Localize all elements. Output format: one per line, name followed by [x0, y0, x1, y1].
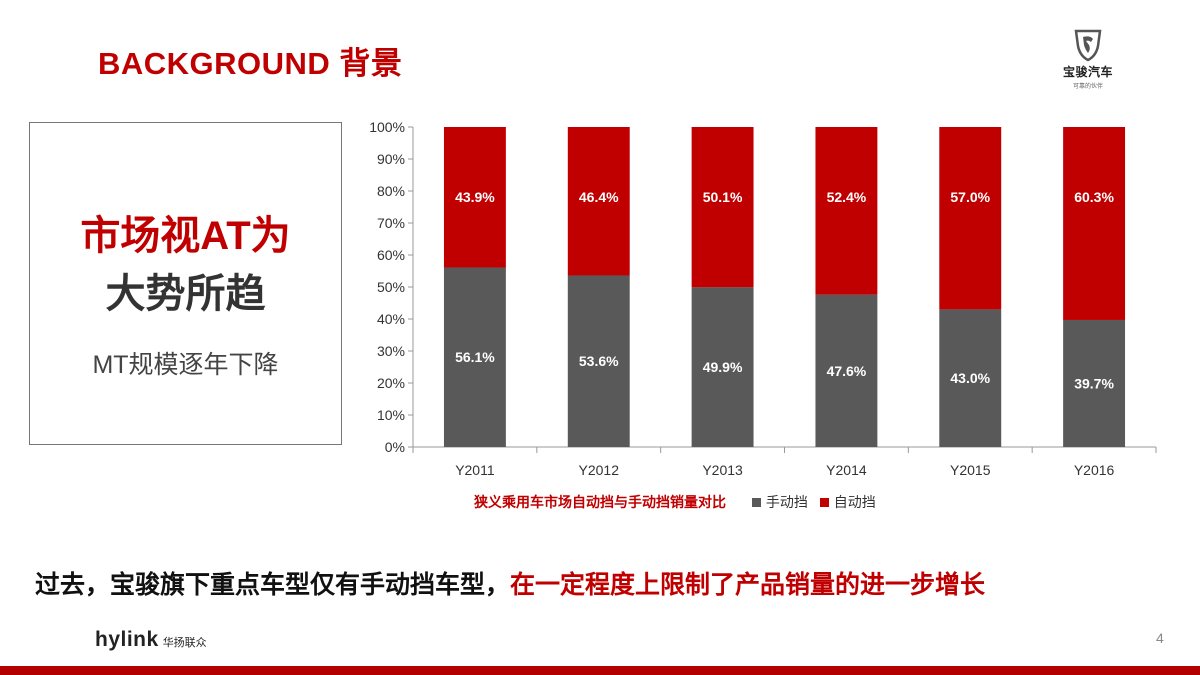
bar-segment-manual [1063, 319, 1126, 447]
hylink-wordmark: hylink [95, 628, 159, 651]
data-label: 49.9% [703, 359, 743, 375]
data-label: 57.0% [950, 189, 990, 205]
y-tick-label: 10% [377, 407, 405, 423]
y-tick-label: 90% [377, 151, 405, 167]
page-number: 4 [1156, 630, 1164, 646]
bar-segment-auto [1063, 127, 1126, 320]
data-label: 47.6% [827, 363, 867, 379]
data-label: 52.4% [827, 189, 867, 205]
bar-segment-manual [815, 294, 878, 447]
bar-segment-auto [691, 127, 754, 288]
bar-segment-auto [567, 127, 630, 276]
brand-logo: 宝骏汽车 可靠的伙伴 [1055, 28, 1121, 92]
callout-heading-dark: 大势所趋 [105, 272, 266, 316]
callout-heading-red: 市场视AT为 [80, 214, 291, 258]
stacked-bar-chart: 0% 10% 20% 30% 40% 50% 60% 70% 80% 90% 100% Y2011 56… [369, 119, 1157, 478]
data-label: 46.4% [579, 189, 619, 205]
x-tick-label: Y2012 [579, 462, 620, 478]
bar-segment-manual [939, 309, 1002, 447]
y-tick-label: 0% [385, 439, 405, 455]
x-tick-label: Y2016 [1074, 462, 1115, 478]
chart-legend: 狭义乘用车市场自动挡与手动挡销量对比 手动挡 自动挡 [474, 492, 876, 512]
data-label: 39.7% [1074, 375, 1114, 391]
data-label: 53.6% [579, 353, 619, 369]
y-tick-label: 100% [369, 119, 405, 135]
bar-segment-manual [443, 267, 506, 447]
data-label: 43.9% [455, 189, 495, 205]
data-label: 50.1% [703, 189, 743, 205]
bar-segment-manual [691, 287, 754, 447]
data-label: 60.3% [1074, 189, 1114, 205]
page-title: BACKGROUND 背景 [98, 46, 403, 81]
bar-segment-manual [567, 275, 630, 447]
brand-tagline: 可靠的伙伴 [1072, 84, 1103, 90]
y-tick-label: 30% [377, 343, 405, 359]
statement-red: 在一定程度上限制了产品销量的进一步增长 [510, 571, 986, 599]
legend-swatch-auto [819, 498, 829, 507]
data-label: 56.1% [455, 349, 495, 365]
bar-segment-auto [443, 127, 506, 268]
x-tick-label: Y2015 [950, 462, 991, 478]
y-tick-label: 40% [377, 311, 405, 327]
y-tick-label: 50% [377, 279, 405, 295]
data-label: 43.0% [950, 370, 990, 386]
callout-box: 市场视AT为 大势所趋 MT规模逐年下降 [29, 122, 342, 445]
legend-label-auto: 自动挡 [833, 494, 876, 510]
bar-segment-auto [939, 127, 1002, 310]
bottom-statement: 过去，宝骏旗下重点车型仅有手动挡车型，在一定程度上限制了产品销量的进一步增长 [35, 565, 985, 601]
footer-accent-bar [0, 666, 1200, 675]
callout-subtext: MT规模逐年下降 [92, 351, 279, 379]
y-tick-label: 80% [377, 183, 405, 199]
hylink-logo: hylink 华扬联众 [95, 628, 207, 652]
x-tick-label: Y2014 [826, 462, 867, 478]
statement-black: 过去，宝骏旗下重点车型仅有手动挡车型， [35, 571, 511, 599]
chart-title: 狭义乘用车市场自动挡与手动挡销量对比 [474, 494, 726, 510]
legend-swatch-manual [751, 498, 761, 507]
bar-segment-auto [815, 127, 878, 295]
y-tick-label: 20% [377, 375, 405, 391]
hylink-cn-name: 华扬联众 [162, 637, 207, 649]
y-tick-label: 60% [377, 247, 405, 263]
x-tick-label: Y2011 [455, 462, 495, 478]
y-tick-label: 70% [377, 215, 405, 231]
legend-label-manual: 手动挡 [765, 494, 808, 510]
baojun-horse-icon [1074, 29, 1102, 62]
x-tick-label: Y2013 [702, 462, 743, 478]
brand-name: 宝骏汽车 [1062, 65, 1113, 79]
